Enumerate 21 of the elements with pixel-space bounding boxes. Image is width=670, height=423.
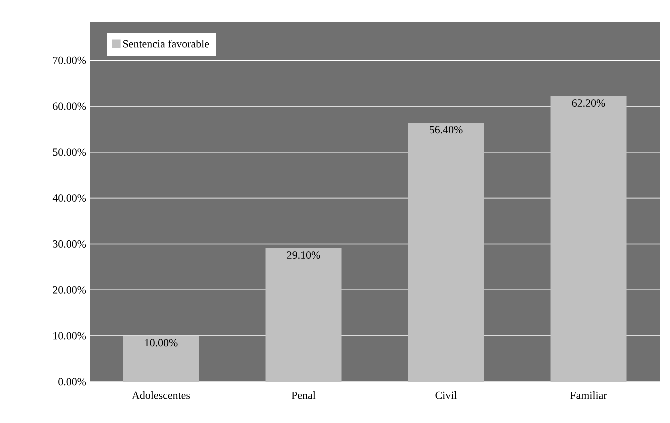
data-label: 10.00% <box>145 339 178 347</box>
x-tick-label: Familiar <box>570 392 608 400</box>
y-tick-label: 0.00% <box>58 378 86 386</box>
x-tick-label: Civil <box>436 392 458 400</box>
y-tick-label: 20.00% <box>53 286 86 294</box>
bar <box>266 248 342 382</box>
y-tick-label: 50.00% <box>53 148 86 156</box>
y-tick-label: 10.00% <box>54 332 86 340</box>
x-tick-label: Penal <box>292 392 316 400</box>
x-tick-label: Adolescentes <box>132 392 190 400</box>
data-label: 29.10% <box>287 252 320 260</box>
legend-label: Sentencia favorable <box>124 40 210 48</box>
data-label: 56.40% <box>430 126 463 134</box>
y-tick-label: 40.00% <box>52 194 86 202</box>
bar <box>408 123 484 382</box>
bar <box>550 96 627 382</box>
data-label: 62.20% <box>572 100 606 108</box>
y-tick-label: 60.00% <box>53 102 86 110</box>
y-tick-label: 30.00% <box>53 240 86 248</box>
y-tick-label: 70.00% <box>53 56 86 64</box>
bar <box>123 336 200 382</box>
